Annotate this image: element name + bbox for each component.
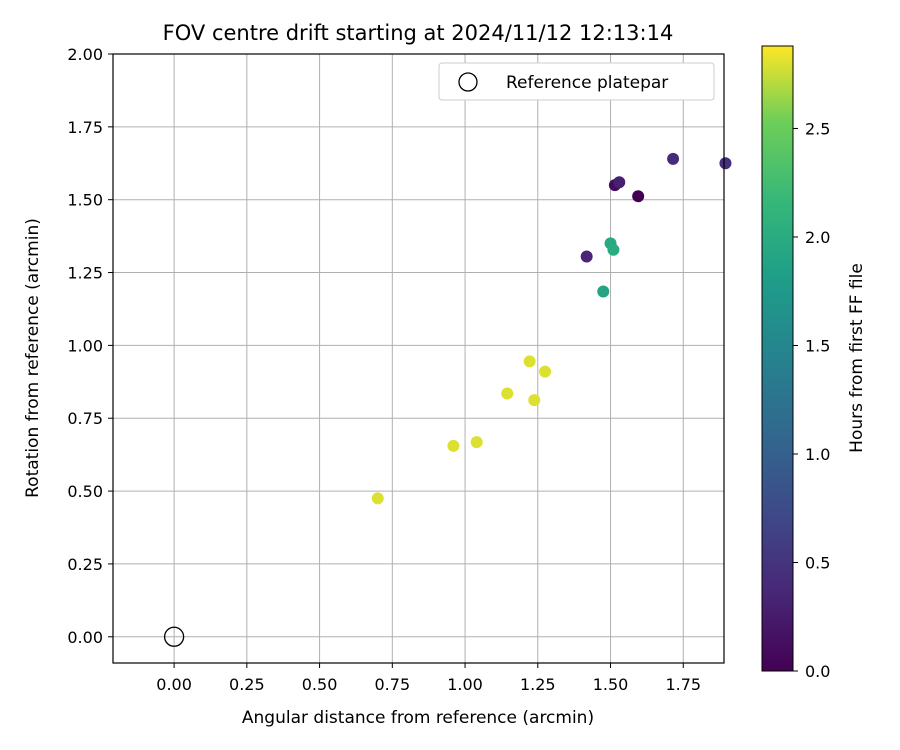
plot-frame — [112, 53, 725, 664]
y-tick-label: 0.75 — [67, 409, 103, 428]
colorbar-tick-label: 1.5 — [805, 336, 830, 355]
x-tick-label: 1.00 — [447, 675, 483, 694]
y-tick-label: 1.25 — [67, 264, 103, 283]
x-axis-ticks: 0.00 0.25 0.50 0.75 1.00 1.25 1.50 1.75 — [156, 663, 701, 694]
legend: Reference platepar — [438, 62, 715, 101]
grid — [113, 53, 724, 663]
y-tick-label: 2.00 — [67, 45, 103, 64]
x-tick-label: 0.25 — [229, 675, 265, 694]
data-point — [371, 492, 384, 505]
y-tick-label: 0.25 — [67, 555, 103, 574]
chart-title: FOV centre drift starting at 2024/11/12 … — [163, 21, 674, 45]
reference-platepar-point — [163, 626, 185, 647]
data-point — [632, 190, 645, 203]
data-point — [607, 243, 620, 256]
x-tick-label: 0.75 — [375, 675, 411, 694]
reference-marker — [163, 626, 185, 647]
colorbar-ticks: 0.0 0.5 1.0 1.5 2.0 2.5 — [793, 119, 830, 681]
x-axis-label: Angular distance from reference (arcmin) — [242, 708, 594, 728]
legend-label: Reference platepar — [506, 73, 668, 93]
y-tick-label: 1.50 — [67, 191, 103, 210]
x-tick-label: 1.25 — [520, 675, 556, 694]
data-point — [539, 365, 552, 378]
x-tick-label: 0.00 — [156, 675, 192, 694]
y-tick-label: 1.75 — [67, 118, 103, 137]
scatter-points — [371, 152, 732, 505]
x-tick-label: 1.75 — [665, 675, 701, 694]
colorbar-tick-label: 0.5 — [805, 553, 830, 572]
x-tick-label: 1.50 — [593, 675, 629, 694]
x-tick-label: 0.50 — [302, 675, 338, 694]
colorbar-tick-label: 2.5 — [805, 119, 830, 138]
data-point — [528, 394, 541, 407]
colorbar-tick-label: 2.0 — [805, 228, 830, 247]
data-point — [447, 439, 460, 452]
data-point — [523, 355, 536, 368]
colorbar-gradient — [761, 45, 794, 672]
y-tick-label: 0.00 — [67, 628, 103, 647]
data-point — [501, 387, 514, 400]
colorbar: 0.0 0.5 1.0 1.5 2.0 2.5 Hours from first FF f… — [761, 45, 867, 681]
y-axis-ticks: 0.00 0.25 0.50 0.75 1.00 1.25 1.50 1.75 2.00 — [67, 45, 113, 647]
data-point — [470, 436, 483, 449]
y-tick-label: 1.00 — [67, 336, 103, 355]
colorbar-tick-label: 1.0 — [805, 445, 830, 464]
data-point — [613, 176, 626, 189]
data-point — [580, 250, 593, 263]
y-axis-label: Rotation from reference (arcmin) — [23, 218, 43, 498]
colorbar-tick-label: 0.0 — [805, 662, 830, 681]
y-tick-label: 0.50 — [67, 482, 103, 501]
data-point — [719, 157, 732, 170]
legend-reference-marker — [458, 72, 478, 92]
data-point — [667, 152, 680, 165]
colorbar-label: Hours from first FF file — [847, 263, 867, 453]
data-point — [597, 285, 610, 298]
legend-frame — [438, 62, 715, 101]
